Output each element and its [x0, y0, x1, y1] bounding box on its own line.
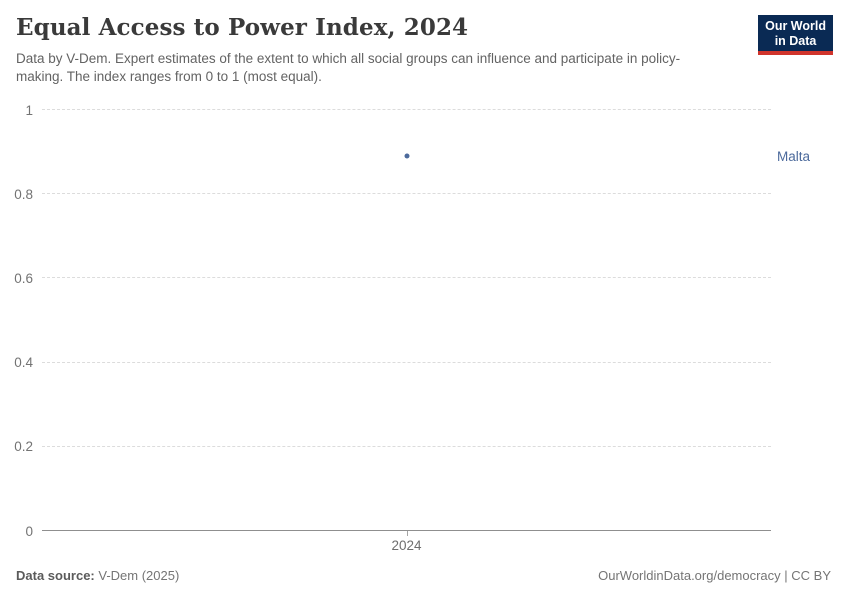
owid-logo-line1: Our World [765, 19, 826, 33]
y-tick-label: 0 [25, 523, 33, 539]
chart-footer: Data source: V-Dem (2025) OurWorldinData… [16, 568, 831, 584]
plot-area: 0 0.2 0.4 0.6 0.8 1 2024 Malta [14, 103, 810, 552]
y-tick-label: 0.2 [14, 439, 33, 455]
y-tick-label: 0.6 [14, 270, 33, 286]
chart-title: Equal Access to Power Index, 2024 [16, 14, 469, 41]
y-tick-label: 0.4 [14, 354, 33, 370]
footer-link[interactable]: OurWorldinData.org/democracy | CC BY [598, 568, 831, 583]
gridline [42, 109, 771, 110]
owid-logo-line2: in Data [774, 33, 817, 48]
data-source: Data source: V-Dem (2025) [16, 568, 179, 584]
chart-subtitle: Data by V-Dem. Expert estimates of the e… [16, 51, 681, 84]
header-text: Equal Access to Power Index, 2024 Data b… [16, 14, 711, 86]
data-point-malta[interactable] [404, 153, 409, 159]
y-tick-label: 0.8 [14, 186, 33, 202]
data-source-value: V-Dem (2025) [98, 568, 180, 583]
gridline [42, 193, 771, 195]
y-tick-label: 1 [25, 102, 33, 118]
data-source-label: Data source: [16, 568, 95, 583]
entity-label-malta[interactable]: Malta [777, 148, 811, 164]
gridline [42, 445, 771, 447]
gridline [42, 277, 771, 279]
x-axis-line [42, 530, 771, 531]
chart-header: Equal Access to Power Index, 2024 Data b… [16, 14, 833, 86]
x-tick-mark [406, 531, 408, 536]
gridline [42, 361, 771, 363]
owid-logo: Our World in Data [758, 15, 833, 55]
x-tick-label: 2024 [391, 538, 422, 553]
